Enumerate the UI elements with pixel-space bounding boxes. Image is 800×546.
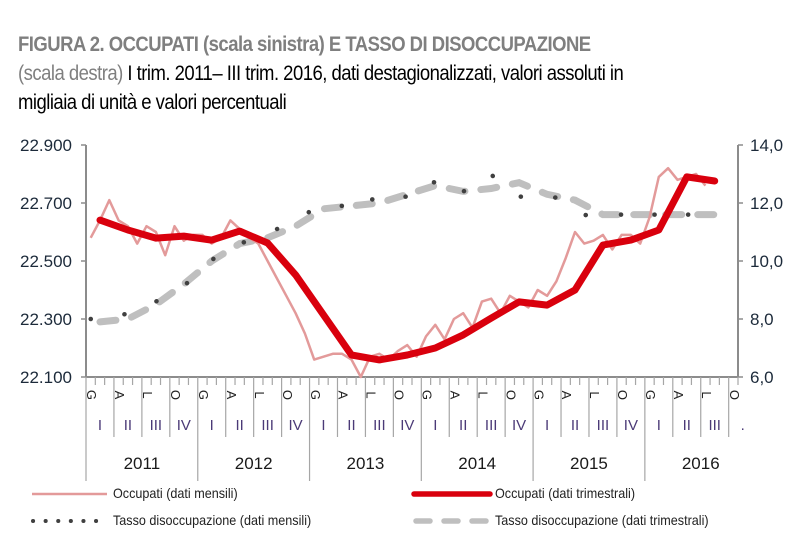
month-label: O <box>168 390 183 400</box>
quarter-label: III <box>150 417 163 434</box>
month-label: O <box>727 390 742 400</box>
month-label: A <box>112 391 127 400</box>
quarter-label: III <box>485 417 498 434</box>
month-label: L <box>140 391 155 398</box>
month-label: G <box>84 390 99 400</box>
left-tick-label: 22.700 <box>20 194 72 213</box>
month-label: A <box>447 391 462 400</box>
month-label: L <box>475 391 490 398</box>
left-tick-label: 22.500 <box>20 252 72 271</box>
month-label: G <box>308 390 323 400</box>
quarter-label: I <box>210 417 214 434</box>
quarter-label: III <box>597 417 610 434</box>
right-tick-label: 8,0 <box>750 310 774 329</box>
quarter-label: II <box>236 417 244 434</box>
quarter-label: I <box>98 417 102 434</box>
month-label: G <box>196 390 211 400</box>
title-line3: migliaia di unità e valori percentuali <box>18 90 287 114</box>
right-tick-label: 6,0 <box>750 368 774 387</box>
quarter-label: I <box>545 417 549 434</box>
month-label: G <box>643 390 658 400</box>
year-label: 2013 <box>347 454 385 473</box>
quarter-label: IV <box>177 417 191 434</box>
title-line1: FIGURA 2. OCCUPATI (scala sinistra) E TA… <box>18 32 591 56</box>
month-label: L <box>587 391 602 398</box>
quarter-label: I <box>321 417 325 434</box>
quarter-label: III <box>261 417 274 434</box>
month-label: O <box>615 390 630 400</box>
quarter-label: II <box>459 417 467 434</box>
left-tick-label: 22.100 <box>20 368 72 387</box>
month-label: O <box>280 390 295 400</box>
series-occ-quarterly <box>96 173 719 364</box>
quarter-label: III <box>708 417 721 434</box>
quarter-label: II <box>124 417 132 434</box>
chart-title: FIGURA 2. OCCUPATI (scala sinistra) E TA… <box>18 30 792 117</box>
legend-swatch-occ-quarterly <box>411 491 493 497</box>
month-label: O <box>503 390 518 400</box>
legend-occ-monthly: Occupati (dati mensili) <box>113 485 238 501</box>
year-label: 2011 <box>124 454 161 473</box>
year-label: 2012 <box>235 454 273 473</box>
legend-swatch-unemp-quarterly <box>413 518 493 524</box>
quarter-label: II <box>347 417 355 434</box>
year-label: 2014 <box>458 454 496 473</box>
quarter-label: I <box>433 417 437 434</box>
month-label: A <box>559 391 574 400</box>
month-label: O <box>392 390 407 400</box>
month-label: A <box>336 391 351 400</box>
quarter-label: IV <box>624 417 638 434</box>
quarter-label: I <box>657 417 661 434</box>
quarter-label: . <box>741 417 745 434</box>
left-tick-label: 22.900 <box>20 136 72 155</box>
right-tick-label: 10,0 <box>750 252 783 271</box>
year-label: 2015 <box>570 454 608 473</box>
legend-unemp-quarterly: Tasso disoccupazione (dati trimestrali) <box>495 512 709 528</box>
legend-swatch-unemp-monthly <box>31 519 109 523</box>
quarter-label: IV <box>288 417 302 434</box>
month-label: G <box>531 390 546 400</box>
month-label: A <box>671 391 686 400</box>
month-label: L <box>699 391 714 398</box>
month-label: L <box>364 391 379 398</box>
month-label: G <box>420 390 435 400</box>
quarter-label: IV <box>400 417 414 434</box>
right-tick-label: 14,0 <box>750 136 783 155</box>
quarter-label: II <box>683 417 691 434</box>
title-scale-note: (scala destra) <box>18 61 123 85</box>
quarter-label: III <box>373 417 386 434</box>
title-period: I trim. 2011– III trim. 2016, dati desta… <box>122 61 624 85</box>
right-tick-label: 12,0 <box>750 194 783 213</box>
quarter-label: IV <box>512 417 526 434</box>
legend-unemp-monthly: Tasso disoccupazione (dati mensili) <box>113 512 312 528</box>
quarter-label: II <box>571 417 579 434</box>
year-label: 2016 <box>682 454 720 473</box>
month-label: L <box>252 391 267 398</box>
left-tick-label: 22.300 <box>20 310 72 329</box>
month-label: A <box>224 391 239 400</box>
series-unemp-quarterly <box>96 179 719 326</box>
legend-occ-quarterly: Occupati (dati trimestrali) <box>495 485 636 501</box>
legend-swatch-occ-monthly <box>32 492 107 496</box>
